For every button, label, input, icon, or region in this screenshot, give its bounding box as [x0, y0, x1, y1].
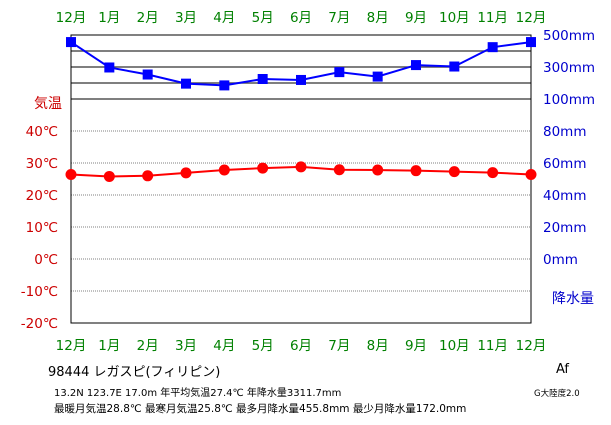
precipitation-tick-label: 40mm	[543, 188, 586, 204]
temperature-tick-label: 20℃	[26, 188, 58, 204]
station-extremes: 最暖月気温28.8℃ 最寒月気温25.8℃ 最多月降水量455.8mm 最少月降…	[54, 403, 467, 415]
temperature-point	[103, 170, 115, 182]
precipitation-point	[526, 37, 536, 48]
month-label-bottom: 11月	[477, 338, 508, 354]
month-label-top: 5月	[252, 10, 274, 26]
station-name: 98444 レガスピ(フィリピン)	[48, 365, 221, 380]
temperature-tick-labels: 40℃ 30℃ 20℃ 10℃ 0℃ -10℃ -20℃	[21, 124, 58, 332]
month-label-bottom: 9月	[405, 338, 427, 354]
precipitation-point	[219, 80, 230, 91]
temperature-tick-label: 40℃	[26, 124, 58, 140]
precipitation-point	[181, 78, 191, 89]
month-label-bottom: 10月	[439, 338, 470, 354]
precipitation-point	[372, 71, 383, 82]
precipitation-point	[487, 42, 498, 53]
month-label-bottom: 7月	[328, 338, 350, 354]
precipitation-tick-label: 20mm	[543, 220, 586, 236]
month-label-bottom: 5月	[252, 338, 274, 354]
temperature-point	[65, 169, 77, 181]
month-label-top: 9月	[405, 10, 427, 26]
month-label-top: 8月	[367, 10, 389, 26]
month-label-bottom: 12月	[516, 338, 547, 354]
precipitation-point	[66, 37, 76, 48]
temperature-point	[410, 165, 422, 177]
month-label-top: 3月	[175, 10, 197, 26]
temperature-point	[448, 166, 460, 178]
month-label-top: 2月	[137, 10, 159, 26]
month-label-bottom: 4月	[213, 338, 235, 354]
temperature-tick-label: 0℃	[34, 252, 58, 268]
month-label-bottom: 3月	[175, 338, 197, 354]
temperature-tick-label: -20℃	[21, 316, 58, 332]
temperature-series	[65, 161, 537, 182]
precipitation-tick-label: 100mm	[543, 92, 595, 108]
precipitation-point	[449, 61, 460, 72]
precipitation-point	[257, 74, 268, 84]
temperature-point	[372, 164, 384, 176]
temperature-point	[525, 169, 537, 181]
month-label-top: 12月	[516, 10, 547, 26]
precipitation-tick-labels: 500mm 300mm 100mm 80mm 60mm 40mm 20mm 0mm	[543, 28, 595, 268]
month-label-bottom: 12月	[56, 338, 87, 354]
precipitation-tick-label: 300mm	[543, 60, 595, 76]
month-label-top: 1月	[98, 10, 120, 26]
precipitation-tick-label: 500mm	[543, 28, 595, 44]
month-label-top: 12月	[56, 10, 87, 26]
temperature-axis-title: 気温	[34, 96, 62, 112]
temperature-tick-label: -10℃	[21, 284, 58, 300]
precipitation-axis-title: 降水量	[552, 291, 594, 307]
source-note: G大陸度2.0	[534, 389, 580, 399]
temperature-point	[487, 167, 499, 179]
month-label-bottom: 8月	[367, 338, 389, 354]
temperature-point	[142, 170, 154, 182]
temperature-tick-label: 10℃	[26, 220, 58, 236]
precipitation-tick-label: 0mm	[543, 252, 578, 268]
precipitation-point	[142, 69, 153, 80]
month-label-top: 4月	[213, 10, 235, 26]
precipitation-tick-label: 80mm	[543, 124, 586, 140]
month-label-bottom: 2月	[137, 338, 159, 354]
month-label-top: 7月	[328, 10, 350, 26]
temperature-point	[257, 162, 269, 174]
month-label-bottom: 6月	[290, 338, 312, 354]
precipitation-point	[104, 62, 115, 73]
precipitation-series	[66, 37, 536, 91]
precipitation-point	[334, 67, 345, 78]
precipitation-point	[411, 60, 421, 71]
month-label-top: 6月	[290, 10, 312, 26]
precipitation-tick-label: 60mm	[543, 156, 586, 172]
climate-class: Af	[556, 362, 570, 377]
month-label-bottom: 1月	[98, 338, 120, 354]
temperature-tick-label: 30℃	[26, 156, 58, 172]
temperature-point	[218, 164, 230, 176]
temperature-point	[295, 161, 307, 173]
station-summary: 13.2N 123.7E 17.0m 年平均気温27.4℃ 年降水量3311.7…	[54, 388, 342, 399]
month-label-top: 11月	[477, 10, 508, 26]
top-month-labels: 12月 1月 2月 3月 4月 5月 6月 7月 8月 9月 10月 11月 12月	[56, 10, 547, 26]
month-label-top: 10月	[439, 10, 470, 26]
precipitation-point	[296, 74, 306, 85]
temperature-point	[333, 164, 345, 176]
temperature-point	[180, 167, 192, 179]
bottom-month-labels: 12月 1月 2月 3月 4月 5月 6月 7月 8月 9月 10月 11月 12月	[56, 338, 547, 354]
